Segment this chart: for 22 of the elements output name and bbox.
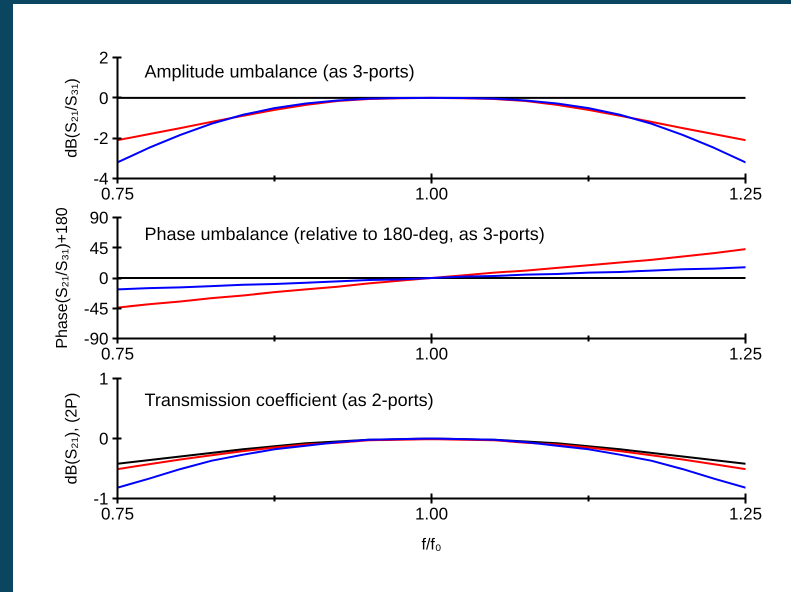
y-tick-label: 45 [90, 238, 109, 258]
x-tick-label: 1.25 [728, 184, 762, 204]
y-axis-title: Phase(S₂₁/S₃₁)+180 [54, 207, 71, 349]
y-tick-label: 0 [99, 269, 109, 288]
y-tick-label: 90 [90, 208, 109, 228]
y-tick-label: 2 [99, 48, 109, 68]
x-tick-label: 1.25 [728, 504, 762, 524]
chart-title: Phase umbalance (relative to 180-deg, as 3-ports) [144, 224, 545, 244]
x-tick-label: 1.00 [414, 504, 448, 524]
x-axis-title: f/f₀ [422, 536, 442, 554]
y-tick-label: 1 [99, 370, 109, 388]
y-axis-title: dB(S₂₁/S₃₁) [63, 78, 80, 158]
text: Transmission coefficient (as 2-ports) [144, 390, 434, 410]
y-tick-label: 0 [99, 430, 109, 448]
x-tick-label: 1.25 [728, 344, 762, 364]
chart-title: Amplitude umbalance (as 3-ports) [144, 62, 415, 82]
y-axis-title: dB(S₂₁), (2P) [63, 392, 80, 484]
y-tick-label: -45 [84, 299, 109, 318]
x-tick-label: 1.00 [414, 184, 448, 204]
x-tick-label: 1.00 [414, 344, 448, 364]
y-tick-label: -2 [93, 129, 109, 148]
y-tick-label: 0 [99, 88, 109, 108]
